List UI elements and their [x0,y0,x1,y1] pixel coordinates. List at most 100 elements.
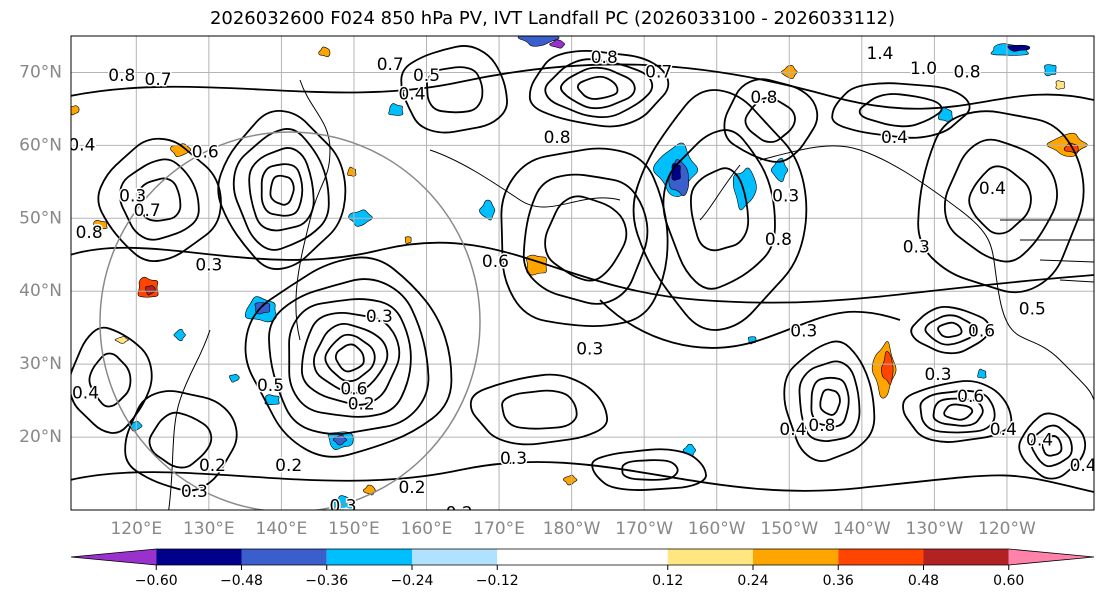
anomaly-patch [1044,64,1057,77]
pv-contour-line [268,278,430,435]
colorbar-tick-label: −0.36 [305,573,348,589]
contour-value-label: 0.3 [924,365,951,385]
contour-value-label: 0.7 [134,201,161,221]
pv-contour-line [269,174,295,206]
anomaly-patch [1007,44,1031,52]
pv-contour-line [71,461,1094,493]
colorbar-tick-label: −0.60 [135,573,178,589]
pv-contour-line [334,343,365,373]
lon-tick-label: 130°E [183,519,235,539]
map-area: 0.70.50.40.80.70.81.41.0 0.80.8 0.70.4 0.60… [71,36,1094,524]
contour-value-label: 0.8 [591,48,618,68]
contour-value-label: 0.3 [119,186,146,206]
contour-value-label: 0.2 [275,456,302,476]
pv-contours [71,45,1094,493]
colorbar-tick-label: −0.24 [391,573,434,589]
contour-value-label: 0.6 [482,252,509,272]
pv-contour-line [910,305,991,355]
pv-contour-line [501,389,578,430]
pv-contour-line [300,311,401,406]
lat-tick-label: 30°N [19,354,62,374]
contour-value-label: 0.4 [979,179,1006,199]
contour-value-label: 0.3 [772,186,799,206]
contour-value-label: 0.6 [968,321,995,341]
anomaly-patch [1055,80,1065,90]
lon-tick-label: 150°E [328,519,380,539]
pv-contour-line [426,66,484,114]
colorbar-segment [1008,549,1094,565]
contour-value-label: 0.4 [779,420,806,440]
contour-value-label: 0.5 [257,376,284,396]
pv-contour-line [288,298,412,418]
contour-value-label: 0.4 [990,420,1017,440]
contour-value-label: 0.4 [398,84,425,104]
pv-contour-line [97,137,222,262]
pv-contour-line [689,167,750,252]
landfall-region-circle [99,131,481,510]
pv-contour-line [469,373,609,446]
anomaly-patch [173,328,186,342]
pv-contour-line [943,403,974,421]
lat-tick-label: 60°N [19,135,62,155]
contour-value-label: 0.3 [181,482,208,502]
anomaly-patch [114,336,129,344]
lat-tick-label: 40°N [19,281,62,301]
pv-contour-line [248,147,315,232]
pv-contour-line [576,75,619,100]
colorbar-segment [71,549,157,565]
coastline [759,145,1094,401]
pv-contour-line [148,411,213,469]
contour-value-label: 0.3 [500,449,527,469]
colorbar-tick-label: 0.12 [652,573,683,589]
pv-contour-line [324,333,376,383]
contour-value-label: 0.8 [808,416,835,436]
contour-value-label: 0.4 [1026,431,1053,451]
pv-contour-line [1030,424,1073,468]
coastline [168,329,211,510]
pv-contour-line [528,49,670,128]
contour-value-label: 0.8 [765,230,792,250]
anomaly-patch [517,36,560,47]
pv-contour-line [1018,412,1087,480]
colorbar-segment [497,549,668,565]
anomaly-patch [229,373,240,383]
pv-contour-line [71,326,153,434]
colorbar-tick-label: 0.24 [737,573,768,589]
pv-contour-line [313,322,389,394]
colorbar-tick-label: 0.36 [823,573,854,589]
latitude-axis: 20°N 30°N 40°N 50°N 60°N 70°N [19,62,62,447]
anomaly-patch [479,199,496,221]
contour-labels: 0.70.50.40.80.70.81.41.0 0.80.8 0.70.4 0.60… [71,43,1094,524]
contour-value-label: 1.4 [866,44,893,64]
anomaly-patch [388,103,404,116]
map-frame [70,35,1095,511]
contour-value-label: 0.4 [72,383,99,403]
contour-value-label: 0.2 [446,504,473,524]
pv-contour-line [260,163,304,217]
lon-tick-label: 170°E [473,519,525,539]
colorbar-segment [412,549,498,565]
anomaly-patch [549,39,565,49]
contour-value-label: 0.7 [145,70,172,90]
coastline [295,79,331,341]
anomaly-patch [170,143,192,158]
pv-contour-line [599,299,901,349]
anomaly-patch [71,105,80,116]
contour-value-label: 0.3 [576,340,603,360]
colorbar-segment [923,549,1009,565]
anomaly-patch [318,46,331,58]
pv-contour-line [632,89,808,331]
pv-contour-line [544,58,654,119]
anomaly-patch [526,254,547,276]
pv-contour-line [819,388,841,416]
lon-tick-label: 170°W [615,519,673,539]
contour-value-label: 1.0 [910,59,937,79]
contour-value-label: 0.5 [1019,299,1046,319]
pv-contour-line [71,241,1094,304]
contour-value-label: 0.2 [398,478,425,498]
colorbar-segment [326,549,412,565]
pv-contour-line [591,448,707,491]
colorbar-segment [753,549,839,565]
lon-tick-label: 180°W [543,519,601,539]
